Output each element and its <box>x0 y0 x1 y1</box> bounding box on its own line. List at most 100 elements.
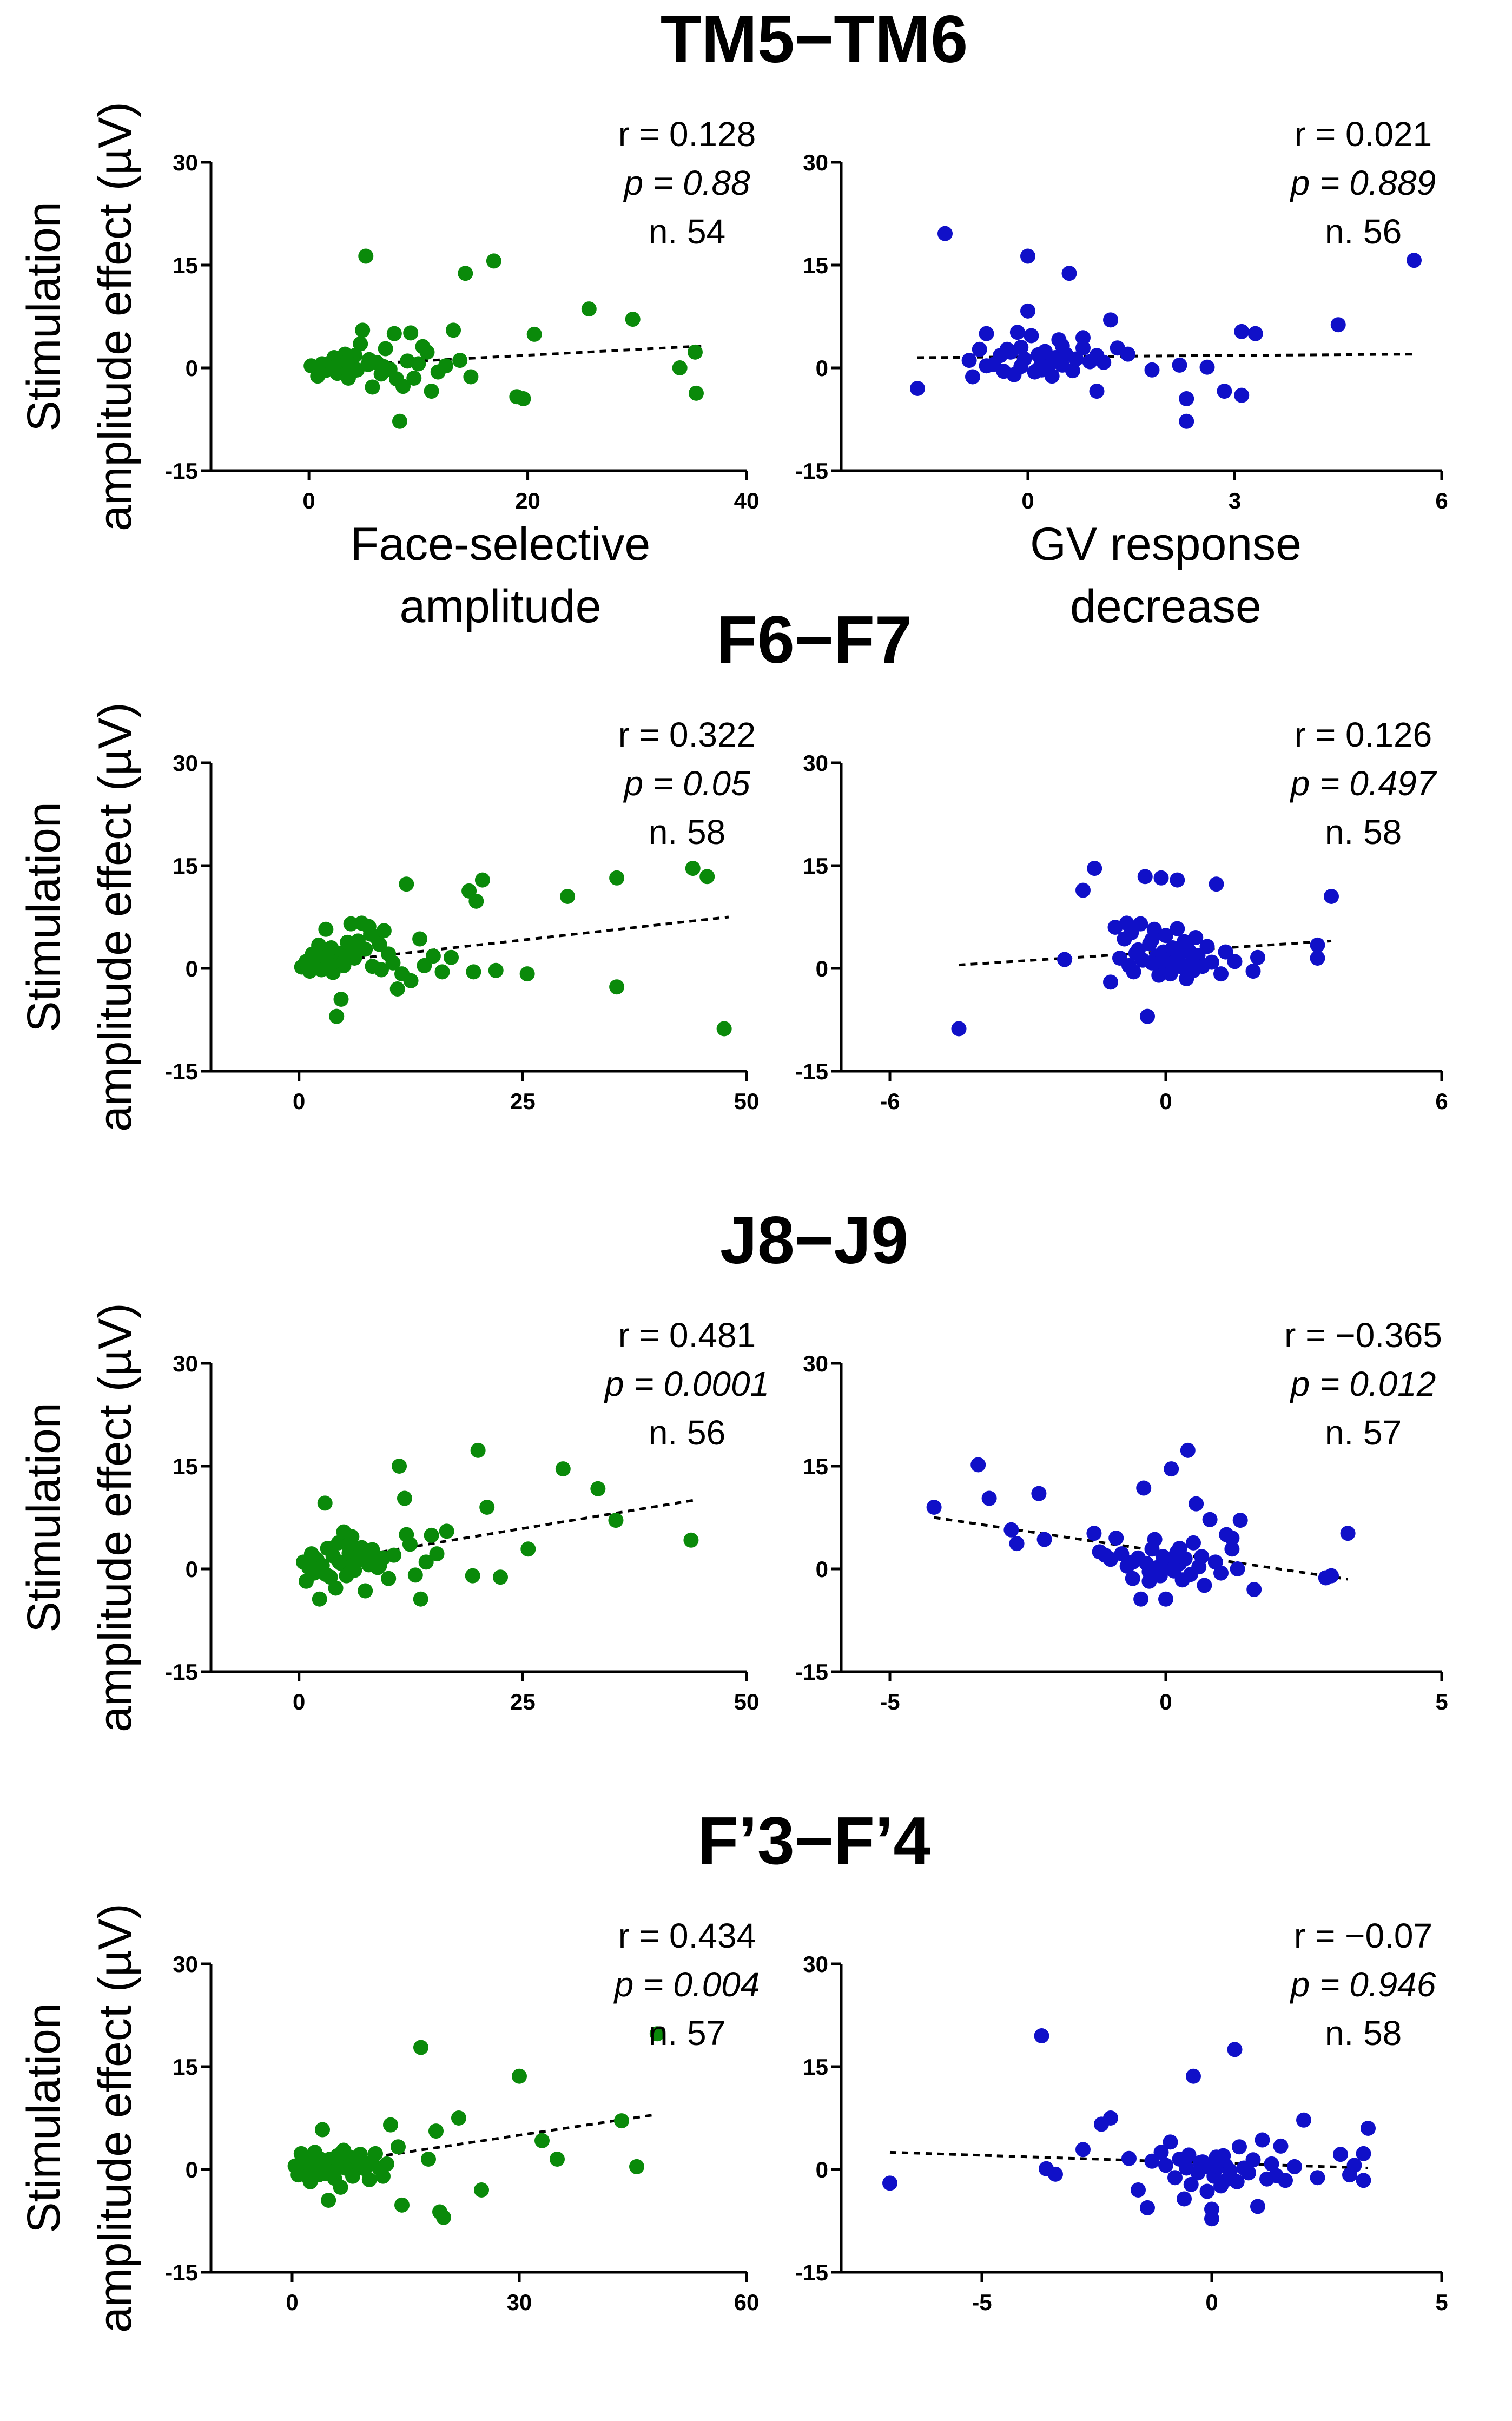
y-tick-label: -15 <box>795 1659 828 1685</box>
data-point <box>326 2163 341 2179</box>
data-point <box>609 870 625 886</box>
y-axis-label-line: amplitude effect (µV) <box>89 1303 141 1732</box>
data-point <box>526 326 542 342</box>
data-point <box>438 358 453 374</box>
data-point <box>463 369 479 385</box>
stat-r: r = 0.128 <box>618 115 756 154</box>
data-point <box>1068 351 1084 367</box>
data-point <box>1013 340 1029 355</box>
data-point <box>1188 930 1204 945</box>
data-point <box>1121 2150 1137 2166</box>
data-point <box>333 2179 348 2195</box>
data-point <box>1163 2134 1178 2150</box>
data-point <box>1120 346 1135 362</box>
data-point <box>1246 1582 1262 1597</box>
data-point <box>309 948 325 964</box>
x-tick-label: 40 <box>734 488 760 513</box>
data-point <box>1153 2145 1169 2160</box>
row-title: TM5−TM6 <box>661 2 968 77</box>
data-point <box>972 341 987 357</box>
stat-p: p = 0.88 <box>623 163 750 202</box>
data-point <box>317 1495 333 1511</box>
data-point <box>1172 357 1187 373</box>
data-point <box>687 344 703 360</box>
data-point <box>1137 869 1153 885</box>
data-point <box>439 1523 454 1539</box>
data-point <box>614 2113 629 2129</box>
data-point <box>1356 2146 1371 2161</box>
data-point <box>1330 317 1346 333</box>
y-tick-label: 0 <box>186 355 198 381</box>
data-point <box>625 312 641 327</box>
data-point <box>392 413 407 429</box>
data-point <box>399 1527 414 1542</box>
data-point <box>411 356 426 372</box>
data-point <box>555 1461 571 1477</box>
data-point <box>1181 2147 1197 2163</box>
data-point <box>1234 324 1250 339</box>
data-point <box>1054 338 1070 354</box>
y-axis-label-line: Stimulation <box>18 1402 70 1632</box>
data-point <box>381 1571 397 1586</box>
data-point <box>399 876 414 892</box>
x-tick-label: 0 <box>293 1089 305 1114</box>
data-point <box>446 322 461 338</box>
data-point <box>1197 1578 1212 1593</box>
data-point <box>318 1567 334 1582</box>
data-point <box>391 2139 406 2155</box>
data-point <box>328 1580 344 1596</box>
stat-r: r = −0.365 <box>1284 1316 1442 1355</box>
x-tick-label: 0 <box>1159 1689 1172 1714</box>
y-tick-label: 15 <box>803 253 828 278</box>
x-tick-label: 50 <box>734 1089 760 1114</box>
data-point <box>534 2133 550 2148</box>
stat-n: n. 54 <box>649 212 725 251</box>
data-point <box>1016 351 1032 367</box>
row-title: F6−F7 <box>716 603 912 677</box>
data-point <box>1192 2155 1208 2171</box>
data-point <box>307 2145 322 2160</box>
regression-fit-line <box>299 915 729 967</box>
data-point <box>329 1008 345 1024</box>
data-point <box>970 1457 986 1473</box>
stat-n: n. 58 <box>649 813 725 852</box>
y-axis-label-line: amplitude effect (µV) <box>89 702 141 1132</box>
data-point <box>1140 2200 1155 2215</box>
x-tick-label: -5 <box>880 1689 900 1714</box>
data-point <box>520 1541 536 1557</box>
data-point <box>1194 1549 1210 1565</box>
y-tick-label: -15 <box>795 1059 828 1084</box>
data-point <box>434 964 450 980</box>
data-point <box>1407 253 1422 268</box>
data-point <box>979 358 994 374</box>
data-point <box>1247 326 1263 341</box>
data-point <box>413 2040 428 2055</box>
x-tick-label: 30 <box>507 2290 532 2315</box>
y-tick-label: 30 <box>173 1351 198 1376</box>
y-tick-label: 15 <box>803 2054 828 2080</box>
row-title: J8−J9 <box>720 1203 908 1278</box>
data-point <box>479 1500 495 1515</box>
data-point <box>961 353 977 368</box>
data-point <box>1034 2028 1049 2043</box>
data-point <box>419 344 435 360</box>
data-point <box>1020 248 1035 264</box>
x-tick-label: 25 <box>510 1689 536 1714</box>
x-tick-label: 5 <box>1435 2290 1448 2315</box>
data-point <box>1234 387 1250 403</box>
data-point <box>1147 1532 1163 1547</box>
data-point <box>1170 872 1185 888</box>
data-point <box>1097 1547 1113 1563</box>
data-point <box>629 2159 644 2174</box>
y-axis-label: Stimulation amplitude effect (µV) <box>18 702 141 1132</box>
data-point <box>1128 946 1144 961</box>
y-tick-label: 15 <box>173 2054 198 2080</box>
data-point <box>979 326 994 341</box>
y-tick-label: 0 <box>186 1556 198 1582</box>
y-tick-label: -15 <box>795 458 828 484</box>
y-tick-label: 15 <box>803 1454 828 1479</box>
data-point <box>1202 1512 1218 1527</box>
data-point <box>392 1459 407 1474</box>
data-point <box>363 1547 379 1563</box>
